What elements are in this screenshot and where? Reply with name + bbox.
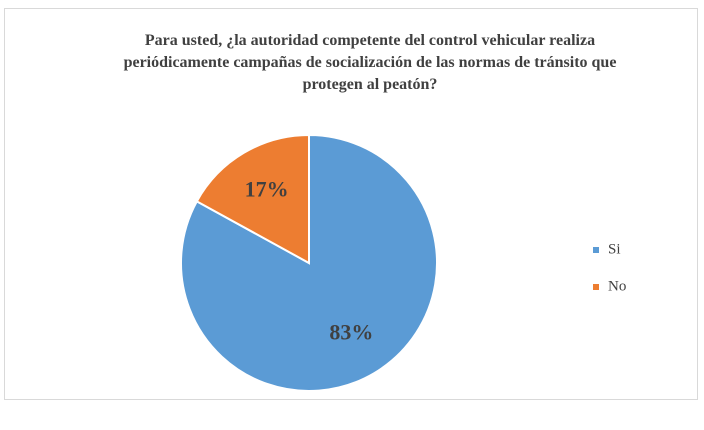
legend-label: Si: [608, 241, 621, 257]
data-label: 17%: [245, 176, 289, 201]
pie-slice: [195, 133, 310, 265]
legend-marker: [593, 247, 599, 253]
chart-title: Para usted, ¿la autoridad competente del…: [123, 32, 617, 93]
data-label: 83%: [329, 320, 373, 345]
legend-label: No: [608, 278, 626, 294]
chart-frame: [4, 8, 698, 400]
legend-marker: [593, 284, 599, 290]
